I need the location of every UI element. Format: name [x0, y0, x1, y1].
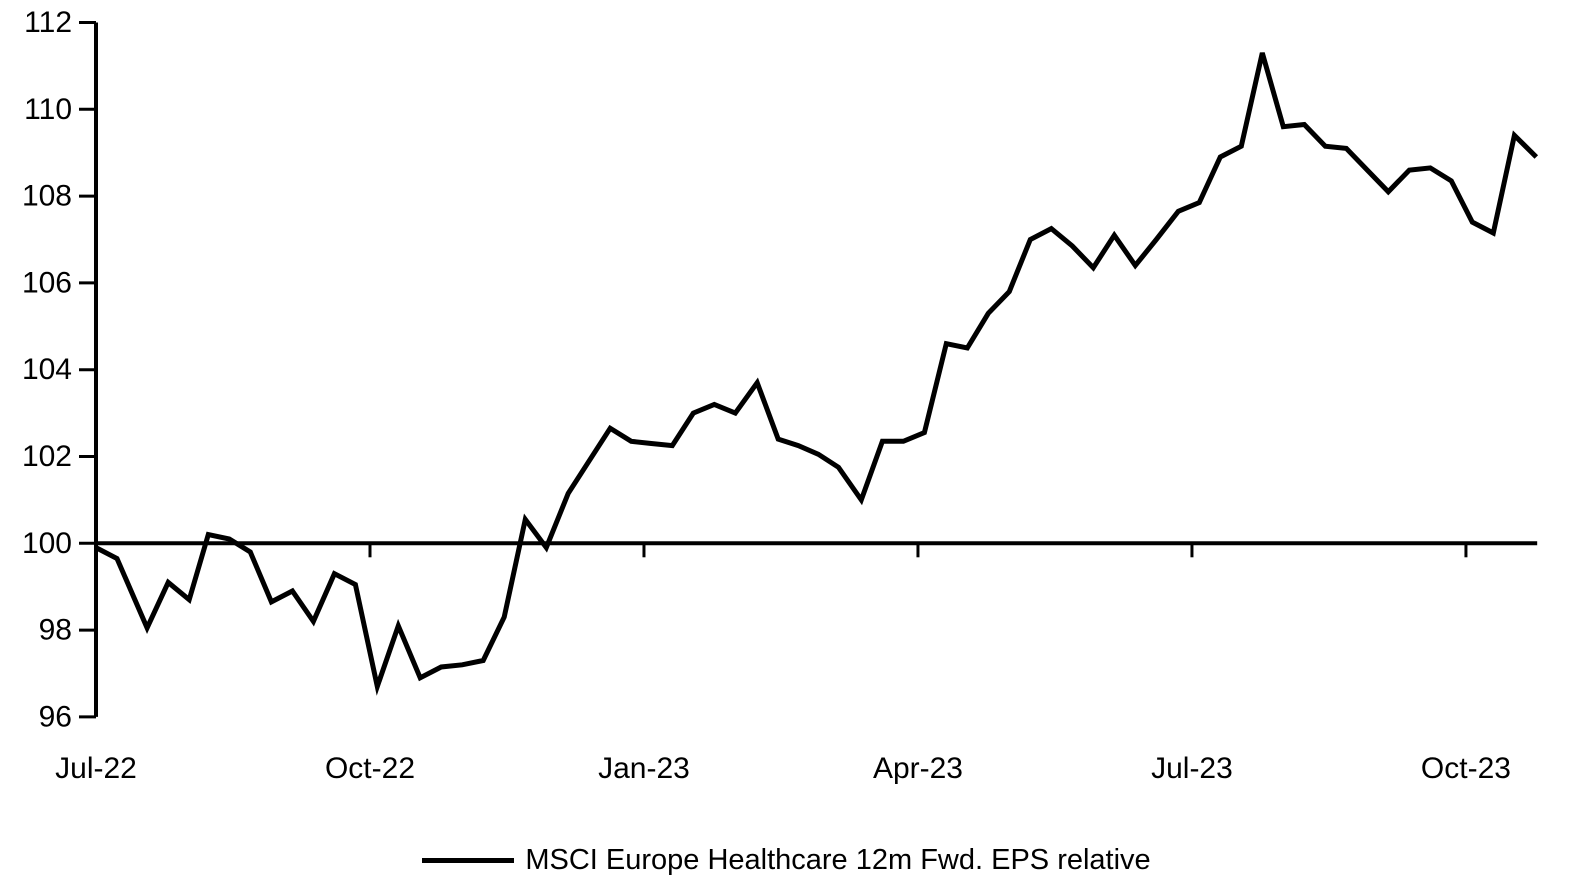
- y-tick-label: 102: [22, 440, 72, 473]
- x-tick-label: Apr-23: [873, 752, 963, 785]
- x-tick-label: Jul-22: [55, 752, 137, 785]
- y-tick-label: 104: [22, 353, 72, 386]
- y-tick-label: 112: [24, 6, 72, 39]
- x-tick-label: Oct-22: [325, 752, 415, 785]
- x-tick-label: Oct-23: [1421, 752, 1511, 785]
- y-tick-label: 108: [22, 180, 72, 213]
- legend: MSCI Europe Healthcare 12m Fwd. EPS rela…: [0, 844, 1573, 877]
- y-tick-label: 100: [22, 527, 72, 560]
- legend-label: MSCI Europe Healthcare 12m Fwd. EPS rela…: [525, 844, 1151, 876]
- y-tick-label: 98: [39, 614, 72, 647]
- y-tick-label: 106: [22, 266, 72, 299]
- y-tick-label: 96: [39, 700, 72, 733]
- legend-line-swatch: [422, 858, 515, 863]
- x-tick-label: Jan-23: [598, 752, 690, 785]
- series-line: [94, 52, 1539, 696]
- x-tick-label: Jul-23: [1151, 752, 1233, 785]
- y-tick-label: 110: [24, 93, 72, 126]
- chart-plot-area: 96 98 100 102 104 106 108 110 112 Jul-22 Oct-22 Jan…: [22, 6, 1539, 785]
